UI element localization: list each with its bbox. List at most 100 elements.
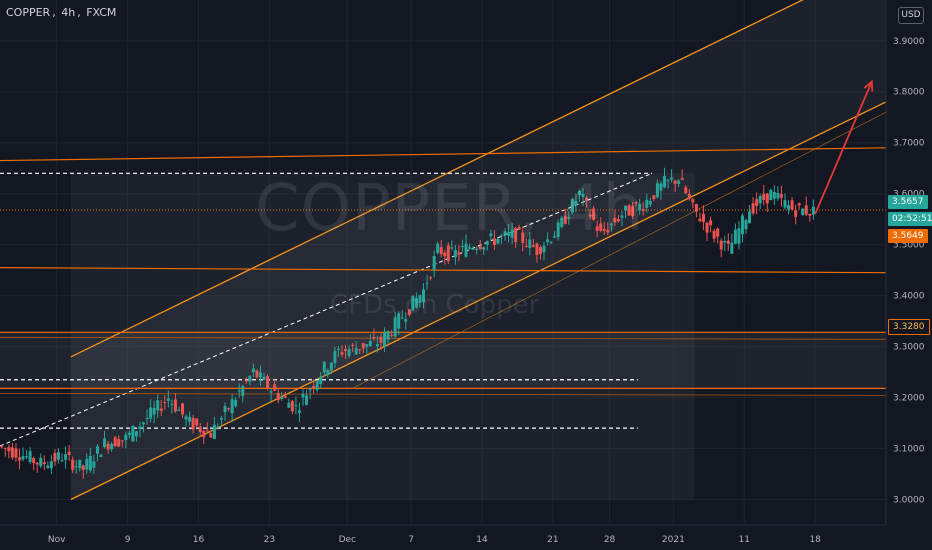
candle-body — [234, 399, 238, 407]
channel-fill — [70, 0, 886, 500]
candle-body — [684, 187, 688, 194]
price-tick-label: 3.8000 — [893, 88, 925, 98]
candle-body — [670, 177, 674, 180]
candle-body — [563, 216, 567, 224]
candle-body — [255, 370, 259, 378]
candle-body — [42, 462, 46, 465]
candle-body — [499, 235, 503, 237]
time-tick-label: 7 — [408, 535, 414, 545]
candle-body — [641, 208, 645, 211]
candle-body — [138, 426, 142, 430]
candle-body — [432, 255, 436, 271]
support-level-line-secondary[interactable] — [0, 336, 887, 340]
trend-level-line[interactable] — [0, 266, 887, 274]
candle-body — [85, 458, 89, 470]
candle-body — [131, 425, 135, 442]
candle-body — [166, 398, 170, 401]
trend-level-line[interactable] — [0, 147, 887, 162]
candle-body — [765, 193, 769, 204]
time-axis[interactable] — [0, 525, 932, 550]
candle-body — [808, 213, 812, 216]
candle-body — [606, 230, 610, 233]
horizontal-levels[interactable] — [0, 147, 887, 429]
time-tick-label: Nov — [48, 535, 66, 545]
candle-body — [460, 245, 464, 247]
watermark-description: CFDs on Copper — [330, 290, 540, 320]
candle-body — [184, 416, 188, 420]
candle-body — [659, 183, 663, 191]
candle-body — [581, 193, 585, 198]
candle-body — [273, 384, 277, 391]
candle-body — [212, 424, 216, 439]
candle-body — [655, 183, 659, 198]
candle-body — [354, 348, 358, 355]
candle-body — [744, 220, 748, 230]
candle-body — [198, 426, 202, 432]
candle-body — [315, 381, 319, 390]
candle-body — [553, 236, 557, 238]
channel-lower-line[interactable] — [70, 101, 887, 501]
arrow-shaft[interactable] — [814, 81, 873, 215]
candle-body — [110, 443, 114, 450]
symbol-name[interactable]: COPPER — [6, 6, 51, 19]
candle-body — [510, 229, 514, 238]
candle-body — [103, 438, 107, 448]
price-tick-label: 3.7000 — [893, 139, 925, 149]
candle-body — [556, 222, 560, 237]
candle-body — [471, 248, 475, 250]
candle-body — [375, 344, 379, 347]
candle-body — [39, 457, 43, 467]
candle-body — [244, 380, 248, 382]
price-channel[interactable] — [0, 0, 887, 501]
channel-inner-line[interactable] — [354, 111, 887, 388]
diagonal-dashed-line[interactable] — [0, 172, 653, 447]
candle-body — [312, 385, 316, 388]
candle-body — [450, 247, 454, 249]
candle-body — [195, 418, 199, 426]
channel-fill-zone — [70, 173, 695, 500]
candle-body — [35, 462, 39, 465]
candle-body — [294, 405, 298, 407]
candle-body — [779, 194, 783, 198]
candle-body — [368, 340, 372, 346]
candle-body — [574, 200, 578, 206]
symbol-header[interactable]: COPPER, 4h, FXCM — [6, 6, 117, 19]
candle-body — [266, 376, 270, 389]
watermark-symbol: COPPER, 4h — [255, 172, 645, 246]
candle-body — [124, 434, 128, 440]
candle-body — [790, 200, 794, 210]
candle-body — [220, 418, 223, 420]
time-tick-label: 9 — [125, 535, 131, 545]
candle-body — [209, 433, 213, 438]
candle-body — [496, 238, 500, 244]
candle-body — [106, 443, 110, 450]
candle-body — [25, 456, 29, 458]
candle-body — [546, 239, 550, 243]
candle-body — [142, 422, 146, 425]
candle-body — [227, 408, 231, 410]
candle-body — [191, 418, 195, 430]
candle-body — [492, 238, 496, 245]
candle-body — [340, 352, 344, 355]
candle-body — [464, 243, 468, 257]
arrow-head[interactable] — [863, 79, 874, 92]
candle-body — [88, 455, 92, 471]
candle-body — [801, 208, 805, 216]
symbol-interval[interactable]: 4h — [61, 6, 76, 19]
candle-body — [585, 197, 589, 201]
price-axis[interactable] — [886, 0, 932, 550]
candle-body — [453, 250, 457, 258]
price-axis-labels: 3.9000 3.8000 3.7000 3.6000 3.5000 3.4000 3.30… — [893, 37, 925, 506]
candle-body — [716, 228, 720, 237]
candle-body — [46, 465, 50, 469]
candle-body — [319, 376, 323, 384]
candles — [0, 167, 815, 479]
candle-body — [347, 349, 351, 357]
candle-body — [673, 180, 677, 184]
channel-upper-line[interactable] — [70, 0, 886, 358]
support-level-line-secondary[interactable] — [0, 392, 887, 396]
forecast-arrow[interactable] — [814, 79, 874, 215]
time-tick-label: 2021 — [662, 535, 685, 545]
currency-button[interactable]: USD — [898, 7, 924, 24]
